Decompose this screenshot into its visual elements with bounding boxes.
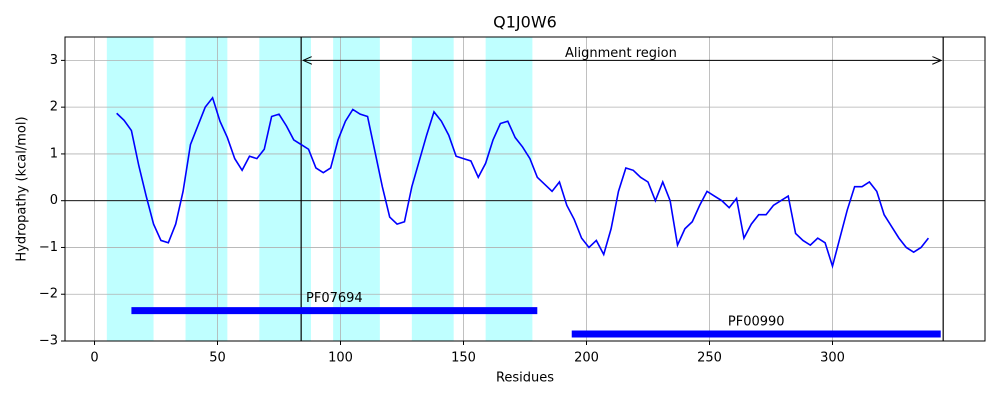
data-line — [116, 96, 930, 270]
y-tick-label: 3 — [50, 53, 58, 68]
plot-frame — [64, 36, 986, 342]
y-tick-label: 1 — [50, 146, 58, 161]
x-tick-label: 300 — [820, 351, 845, 366]
x-tick-label: 50 — [209, 351, 226, 366]
x-tick-label: 100 — [328, 351, 353, 366]
highlight-region — [485, 37, 533, 341]
chart-title: Q1J0W6 — [493, 13, 557, 32]
y-axis-label: Hydropathy (kcal/mol) — [15, 116, 30, 261]
annotation-text: Alignment region — [565, 46, 677, 61]
y-tick-label: 2 — [50, 100, 58, 115]
x-axis-label: Residues — [496, 371, 554, 386]
highlight-region — [106, 37, 154, 341]
y-tick-label: −2 — [39, 287, 58, 302]
y-tick-label: −3 — [39, 334, 58, 349]
x-tick-label: 200 — [574, 351, 599, 366]
y-tick-label: −1 — [39, 240, 58, 255]
x-tick-label: 150 — [451, 351, 476, 366]
domain-label: PF00990 — [728, 314, 785, 329]
domain-label: PF07694 — [306, 291, 363, 306]
y-tick-label: 0 — [50, 193, 58, 208]
highlight-region — [185, 37, 228, 341]
highlight-region — [411, 37, 454, 341]
highlight-region — [259, 37, 311, 341]
highlight-region — [333, 37, 380, 341]
x-tick-label: 250 — [697, 351, 722, 366]
x-tick-label: 0 — [90, 351, 98, 366]
